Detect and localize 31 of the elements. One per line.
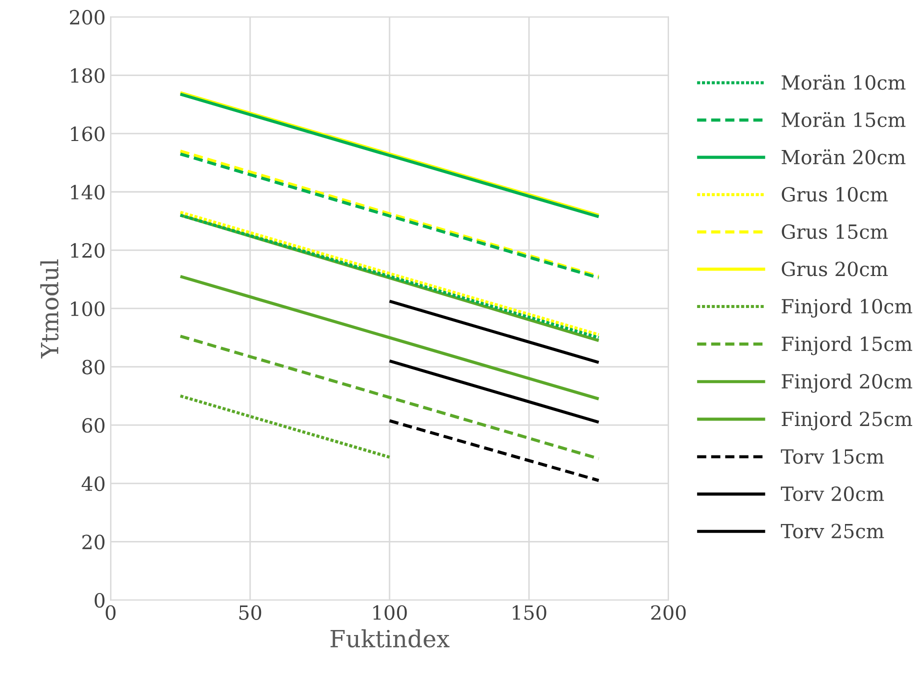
legend-label: Finjord 10cm [782, 298, 912, 318]
legend-label: Finjord 20cm [782, 374, 912, 393]
y-axis-title: Ytmodul [40, 259, 59, 359]
y-tick-label: 120 [71, 243, 104, 258]
legend-label: Torv 15cm [780, 449, 884, 464]
x-tick-label: 150 [512, 605, 546, 620]
y-tick-label: 40 [82, 476, 104, 492]
x-tick-label: 50 [239, 605, 262, 620]
y-tick-label: 20 [82, 534, 104, 550]
legend-label: Morän 10cm [782, 74, 906, 90]
y-tick-label: 160 [71, 126, 104, 142]
legend-label: Grus 20cm [782, 262, 888, 276]
x-tick-label: 200 [651, 605, 686, 620]
legend-label: Grus 15cm [782, 224, 888, 239]
y-tick-label: 0 [94, 592, 104, 608]
y-tick-label: 100 [71, 301, 104, 316]
x-tick-label: 0 [106, 605, 116, 620]
y-tick-label: 140 [71, 184, 104, 200]
legend-label: Morän 15cm [782, 112, 906, 128]
legend-label: Torv 25cm [780, 524, 884, 538]
legend-label: Finjord 15cm [782, 336, 912, 356]
y-tick-label: 80 [82, 360, 104, 374]
x-axis-title: Fuktindex [330, 629, 450, 648]
legend-label: Morän 20cm [782, 149, 906, 164]
legend-label: Grus 10cm [782, 187, 888, 202]
legend-label: Finjord 25cm [782, 411, 912, 430]
x-tick-label: 100 [373, 605, 407, 620]
y-tick-label: 200 [70, 10, 104, 25]
legend-label: Torv 20cm [780, 486, 884, 502]
y-tick-label: 180 [71, 68, 104, 83]
y-tick-label: 60 [82, 418, 104, 433]
